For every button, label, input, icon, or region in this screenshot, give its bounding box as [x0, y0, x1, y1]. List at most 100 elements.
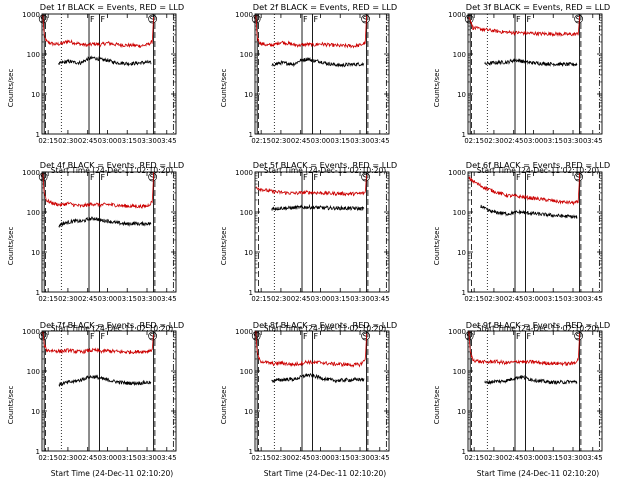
y-axis-label: Counts/sec: [220, 227, 228, 266]
y-tick-label: 1: [462, 131, 466, 139]
x-tick-label: 03:30: [350, 295, 370, 303]
x-axis-label: Start Time (24-Dec-11 02:10:20): [264, 324, 386, 333]
lld-rate-line: [42, 331, 154, 355]
x-tick-label: 03:30: [137, 454, 157, 462]
event-marker-label: F: [516, 173, 521, 182]
y-tick-label: 1000: [448, 169, 466, 177]
chart-panel-9: Det 9f BLACK = Events, RED = LLD Counts/…: [433, 320, 610, 478]
x-axis-label: Start Time (24-Dec-11 02:10:20): [51, 166, 173, 175]
y-axis-label: Counts/sec: [7, 386, 15, 425]
y-tick-label: 1: [36, 289, 40, 297]
x-tick-label: 03:15: [330, 454, 350, 462]
chart-title: Det 2f BLACK = Events, RED = LLD: [253, 2, 397, 12]
x-tick-label: 03:15: [543, 137, 563, 145]
x-tick-label: 03:45: [157, 137, 177, 145]
saa-marker-circle: [361, 14, 370, 24]
plot-frame: [41, 330, 177, 452]
chart-title: Det 4f BLACK = Events, RED = LLD: [40, 160, 184, 170]
y-tick-label: 1000: [235, 169, 253, 177]
lld-rate-line: [255, 331, 367, 368]
event-marker-label: S: [150, 332, 155, 341]
event-marker-label: S: [576, 173, 581, 182]
y-tick-label: 100: [453, 209, 466, 217]
saa-marker-circle: [574, 172, 583, 182]
x-tick-label: 03:30: [563, 137, 583, 145]
chart-panel-5: Det 5f BLACK = Events, RED = LLD Counts/…: [220, 160, 397, 333]
y-tick-label: 10: [457, 249, 466, 257]
x-tick-label: 03:15: [117, 454, 137, 462]
events-rate-line: [484, 58, 578, 67]
y-tick-label: 100: [453, 51, 466, 59]
plot-frame: [254, 171, 390, 293]
x-tick-label: 02:45: [504, 137, 524, 145]
chart-title: Det 5f BLACK = Events, RED = LLD: [253, 160, 397, 170]
y-tick-label: 1000: [22, 11, 40, 19]
event-marker-label: F: [90, 173, 95, 182]
event-marker-label: S: [363, 332, 368, 341]
x-tick-label: 02:30: [58, 454, 78, 462]
event-marker-label: F: [527, 173, 532, 182]
event-marker-label: F: [90, 332, 95, 341]
plot-frame: [41, 13, 177, 135]
event-marker-label: S: [576, 15, 581, 24]
x-tick-label: 03:15: [543, 295, 563, 303]
chart-panel-8: Det 8f BLACK = Events, RED = LLD Counts/…: [220, 320, 397, 478]
lld-rate-line: [42, 15, 154, 49]
saa-marker-circle: [148, 172, 157, 182]
y-tick-label: 10: [31, 408, 40, 416]
plot-frame: [467, 330, 603, 452]
y-tick-label: 100: [27, 368, 40, 376]
x-tick-label: 03:45: [370, 137, 390, 145]
events-rate-line: [58, 55, 152, 67]
y-axis-label: Counts/sec: [220, 386, 228, 425]
x-tick-label: 03:45: [370, 295, 390, 303]
events-rate-line: [484, 374, 578, 385]
events-rate-line: [271, 56, 365, 68]
events-rate-line: [480, 204, 578, 220]
x-tick-label: 03:45: [157, 454, 177, 462]
x-tick-label: 02:45: [78, 295, 98, 303]
chart-panel-4: Det 4f BLACK = Events, RED = LLD Counts/…: [7, 160, 184, 333]
x-tick-label: 03:15: [330, 137, 350, 145]
lld-rate-line: [468, 15, 580, 38]
y-axis-label: Counts/sec: [433, 386, 441, 425]
x-tick-label: 03:45: [583, 137, 603, 145]
saa-marker-circle: [464, 14, 474, 24]
x-tick-label: 02:15: [464, 137, 484, 145]
y-tick-label: 100: [240, 209, 253, 217]
y-tick-label: 1: [462, 289, 466, 297]
chart-panel-7: Det 7f BLACK = Events, RED = LLD Counts/…: [7, 320, 184, 478]
x-tick-label: 03:30: [563, 454, 583, 462]
event-marker-label: F: [314, 332, 319, 341]
events-rate-line: [271, 372, 365, 384]
x-tick-label: 02:15: [38, 295, 58, 303]
event-marker-label: F: [516, 332, 521, 341]
event-marker-label: F: [101, 15, 106, 24]
event-marker-label: S: [466, 15, 471, 24]
event-marker-label: S: [466, 332, 471, 341]
event-marker-label: F: [516, 15, 521, 24]
event-marker-label: F: [101, 173, 106, 182]
x-axis-label: Start Time (24-Dec-11 02:10:20): [477, 166, 599, 175]
event-marker-label: F: [303, 332, 308, 341]
saa-marker-circle: [574, 331, 583, 341]
x-tick-label: 02:15: [464, 295, 484, 303]
x-tick-label: 03:30: [350, 137, 370, 145]
y-tick-label: 1000: [448, 11, 466, 19]
saa-marker-circle: [574, 14, 583, 24]
x-tick-label: 02:15: [38, 454, 58, 462]
event-marker-label: F: [527, 332, 532, 341]
x-axis-label: Start Time (24-Dec-11 02:10:20): [477, 324, 599, 333]
chart-panel-1: Det 1f BLACK = Events, RED = LLD Counts/…: [7, 2, 184, 175]
x-tick-label: 02:15: [251, 295, 271, 303]
event-marker-label: S: [253, 15, 258, 24]
event-marker-label: S: [363, 15, 368, 24]
y-tick-label: 100: [240, 51, 253, 59]
x-tick-label: 03:15: [543, 454, 563, 462]
plot-frame: [467, 13, 603, 135]
y-tick-label: 100: [453, 368, 466, 376]
lld-rate-line: [255, 175, 367, 197]
chart-title: Det 6f BLACK = Events, RED = LLD: [466, 160, 610, 170]
